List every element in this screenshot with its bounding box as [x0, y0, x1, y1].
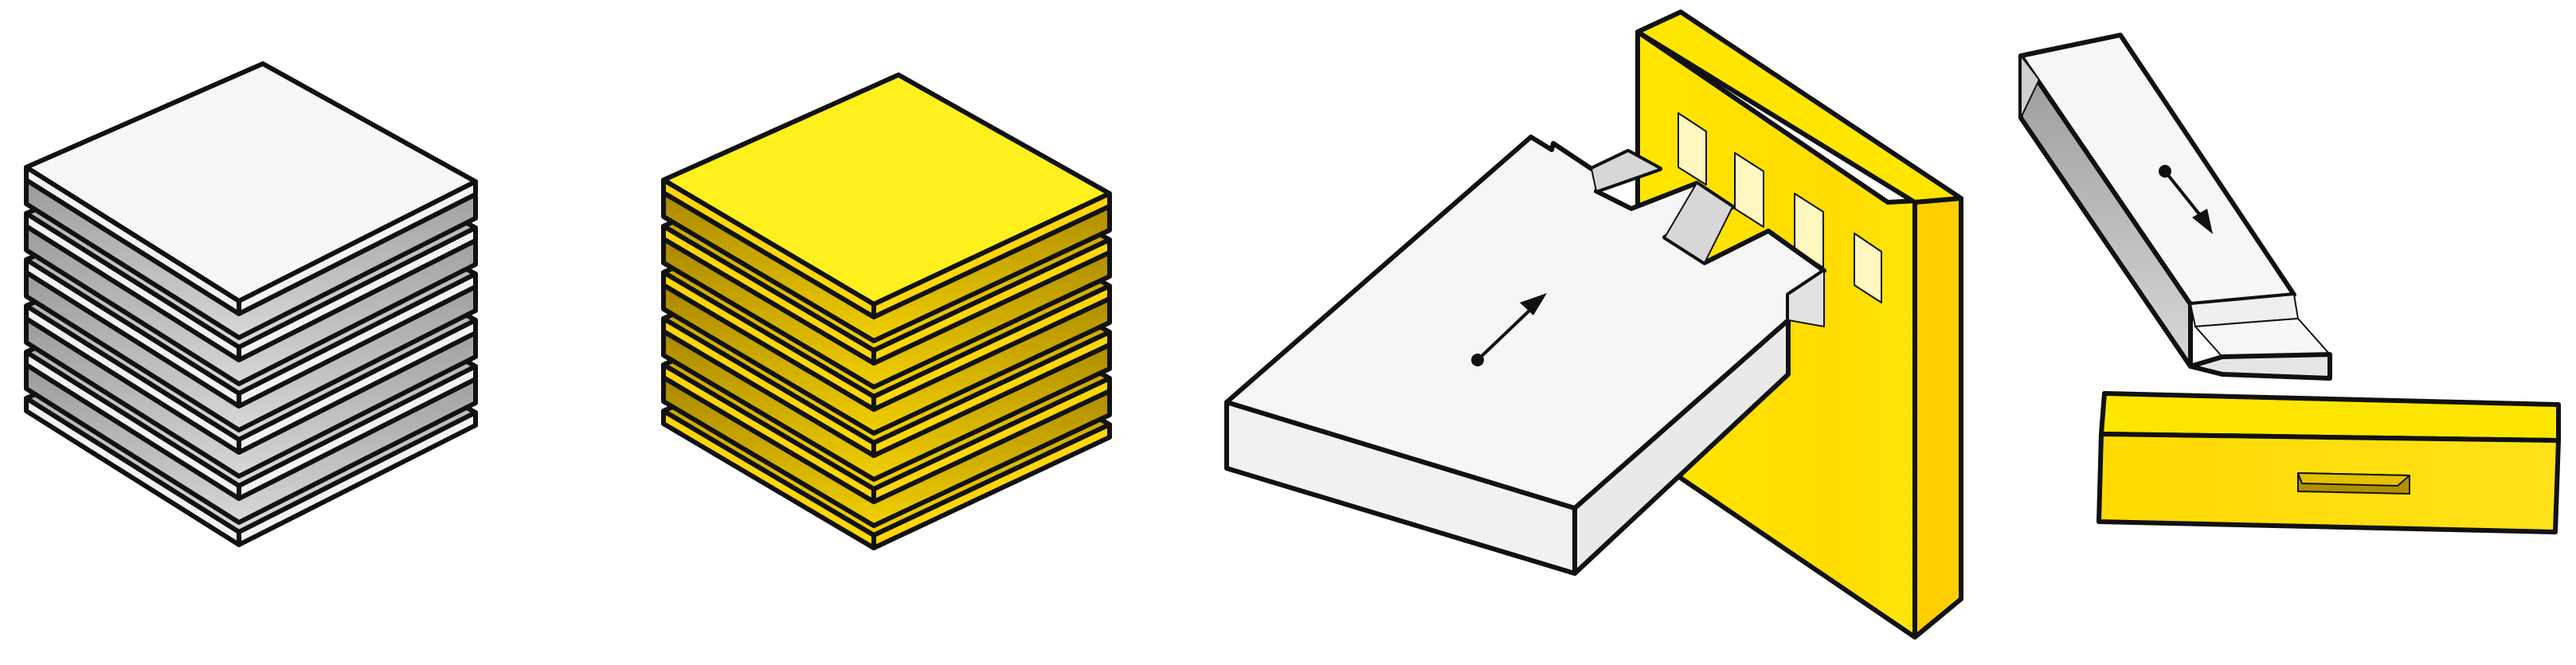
layer-edge-right — [237, 225, 478, 362]
white-plywood-stack — [24, 61, 478, 547]
yellow-mortise-beam — [2096, 391, 2561, 534]
plywood-layer — [24, 61, 478, 340]
yellow-plywood-stack — [661, 72, 1112, 550]
layer-edge-right — [871, 376, 1112, 504]
arrow-head-icon — [2192, 209, 2213, 234]
white-finger-board — [1224, 135, 1826, 576]
layer-edge-right — [237, 318, 478, 455]
arrow-head-icon — [1520, 293, 1547, 315]
arrow-origin-dot — [1471, 354, 1484, 366]
arrow-origin-dot — [2159, 165, 2171, 178]
white-tenon-beam — [2018, 33, 2332, 381]
layer-edge-right — [237, 179, 478, 316]
layer-edge-right — [871, 237, 1112, 366]
layer-edge-right — [237, 364, 478, 501]
insert-arrow — [2163, 170, 2202, 217]
layer-edge-right — [237, 410, 478, 547]
mortise-tenon-joint — [2018, 33, 2561, 534]
finger-joint — [1224, 10, 1963, 640]
layer-edge-right — [237, 272, 478, 409]
layer-edge-right — [871, 422, 1112, 550]
insert-arrow — [1476, 309, 1531, 362]
layer-edge-right — [871, 330, 1112, 458]
layer-edge-right — [871, 284, 1112, 412]
plywood-layer — [661, 72, 1112, 343]
layer-edge-right — [871, 191, 1112, 319]
yellow-slotted-board — [1635, 10, 1963, 640]
